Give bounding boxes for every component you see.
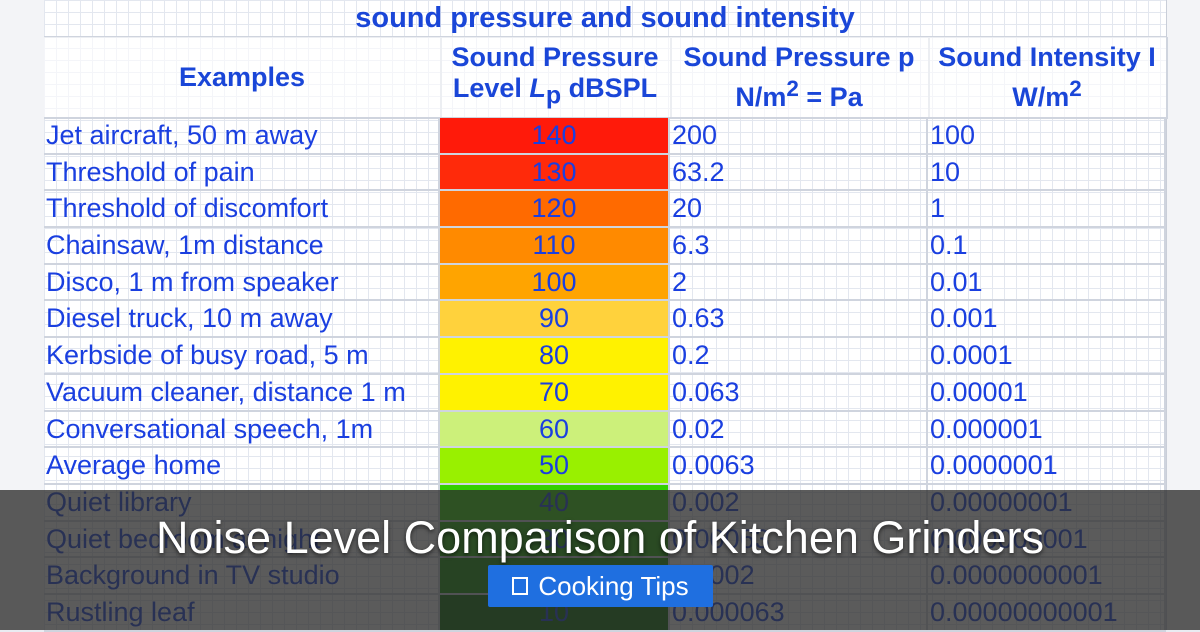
cell-level[interactable]: 140 [440,118,670,155]
cell-pressure[interactable]: 0.02 [670,411,928,449]
cell-intensity[interactable]: 0.01 [928,264,1166,302]
cell-level[interactable]: 120 [440,191,670,229]
cell-intensity[interactable]: 0.0000001 [928,448,1166,485]
table-row: Kerbside of busy road, 5 m 80 0.2 0.0001 [44,338,1166,375]
cell-intensity[interactable]: 0.0001 [928,338,1166,375]
cell-intensity[interactable]: 1 [928,191,1166,229]
cell-example[interactable]: Diesel truck, 10 m away [44,301,440,339]
cell-pressure[interactable]: 0.063 [670,374,928,412]
header-intensity-line2: W/m2 [1012,75,1082,112]
cell-intensity[interactable]: 100 [928,118,1166,155]
table-row: Vacuum cleaner, distance 1 m 70 0.063 0.000… [44,374,1166,412]
header-intensity-line1: Sound Intensity I [938,41,1156,72]
cell-pressure[interactable]: 6.3 [670,228,928,265]
category-label: Cooking Tips [538,570,689,601]
cell-pressure[interactable]: 20 [670,191,928,229]
cell-example[interactable]: Conversational speech, 1m [44,411,440,449]
cell-level[interactable]: 130 [440,154,670,192]
table-row: Chainsaw, 1m distance 110 6.3 0.1 [44,228,1166,265]
category-tag[interactable]: Cooking Tips [488,565,713,607]
header-level: Sound Pressure Level Lp dBSPL [440,37,672,119]
cell-example[interactable]: Disco, 1 m from speaker [44,264,440,302]
header-examples-label: Examples [178,61,306,92]
cell-example[interactable]: Kerbside of busy road, 5 m [44,338,440,375]
cell-example[interactable]: Threshold of pain [44,154,440,192]
cell-level[interactable]: 50 [440,448,670,485]
cell-pressure[interactable]: 2 [670,264,928,302]
cell-intensity[interactable]: 0.000001 [928,411,1166,449]
cell-pressure[interactable]: 0.2 [670,338,928,375]
table-row: Threshold of pain 130 63.2 10 [44,154,1166,192]
table-row: Average home 50 0.0063 0.0000001 [44,448,1166,485]
cell-level[interactable]: 80 [440,338,670,375]
header-level-line1: Sound Pressure [451,42,659,73]
article-headline[interactable]: Noise Level Comparison of Kitchen Grinde… [156,512,1044,563]
cell-pressure[interactable]: 200 [670,118,928,155]
cell-example[interactable]: Threshold of discomfort [44,191,440,229]
folder-icon [512,577,529,595]
header-intensity: Sound Intensity I W/m2 [928,37,1168,119]
cell-level[interactable]: 90 [440,301,670,339]
cell-level[interactable]: 100 [440,264,670,302]
cell-example[interactable]: Chainsaw, 1m distance [44,228,440,265]
table-row: Disco, 1 m from speaker 100 2 0.01 [44,264,1166,302]
table-row: Diesel truck, 10 m away 90 0.63 0.001 [44,301,1166,339]
cell-example[interactable]: Vacuum cleaner, distance 1 m [44,374,440,412]
header-level-line2: Level Lp dBSPL [452,73,658,110]
cell-level[interactable]: 70 [440,374,670,412]
header-pressure-line2: N/m2 = Pa [735,75,863,112]
table-title: sound pressure and sound intensity [44,0,1166,38]
header-examples: Examples [44,37,442,119]
cell-example[interactable]: Jet aircraft, 50 m away [44,118,440,155]
table-row: Threshold of discomfort 120 20 1 [44,191,1166,229]
cell-example[interactable]: Average home [44,448,440,485]
cell-intensity[interactable]: 0.00001 [928,374,1166,412]
cell-pressure[interactable]: 0.63 [670,301,928,339]
cell-pressure[interactable]: 63.2 [670,154,928,192]
cell-level[interactable]: 110 [440,228,670,265]
table-row: Conversational speech, 1m 60 0.02 0.000001 [44,411,1166,449]
header-pressure: Sound Pressure p N/m2 = Pa [670,37,930,119]
cell-intensity[interactable]: 0.1 [928,228,1166,265]
table-row: Jet aircraft, 50 m away 140 200 100 [44,118,1166,155]
cell-pressure[interactable]: 0.0063 [670,448,928,485]
cell-intensity[interactable]: 0.001 [928,301,1166,339]
cell-level[interactable]: 60 [440,411,670,449]
cell-intensity[interactable]: 10 [928,154,1166,192]
header-pressure-line1: Sound Pressure p [683,41,915,72]
